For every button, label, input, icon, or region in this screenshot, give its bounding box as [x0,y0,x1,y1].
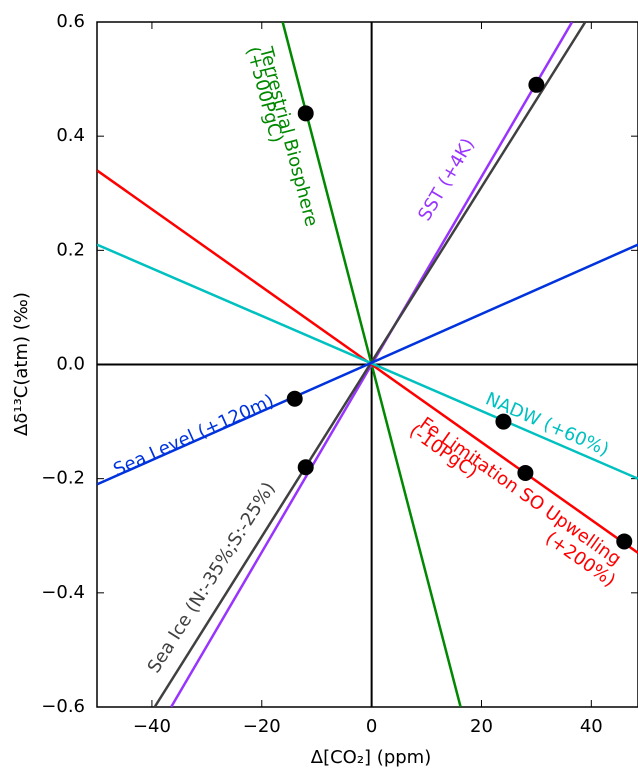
x-tick-label: 40 [580,716,603,737]
y-tick-label: 0.0 [56,354,85,375]
y-tick-label: 0.4 [56,125,85,146]
y-tick-label: 0.6 [56,11,85,32]
x-tick-label: −20 [243,716,281,737]
y-tick-label: −0.2 [41,468,85,489]
y-tick-label: −0.6 [41,696,85,717]
point [286,390,303,407]
y-axis-label: Δδ¹³C(atm) (‰) [11,292,32,436]
line [97,243,638,480]
annotation: Sea Level (+120m) [110,390,277,480]
y-tick-label: 0.2 [56,239,85,260]
x-axis-label: Δ[CO₂] (ppm) [311,747,431,768]
x-tick-label: 20 [470,716,493,737]
annotation: Sea Ice (N:-35%;S:-25%) [144,479,280,677]
point [297,105,314,122]
y-tick-label: −0.4 [41,582,85,603]
line [97,243,638,486]
x-tick-label: −40 [133,716,171,737]
point [528,76,545,93]
point [495,413,512,430]
plot-frame [96,21,638,708]
point [616,533,633,550]
annotation: SST (+4K) [414,135,479,225]
x-tick-label: 0 [366,716,377,737]
point [297,459,314,476]
point [517,464,534,481]
